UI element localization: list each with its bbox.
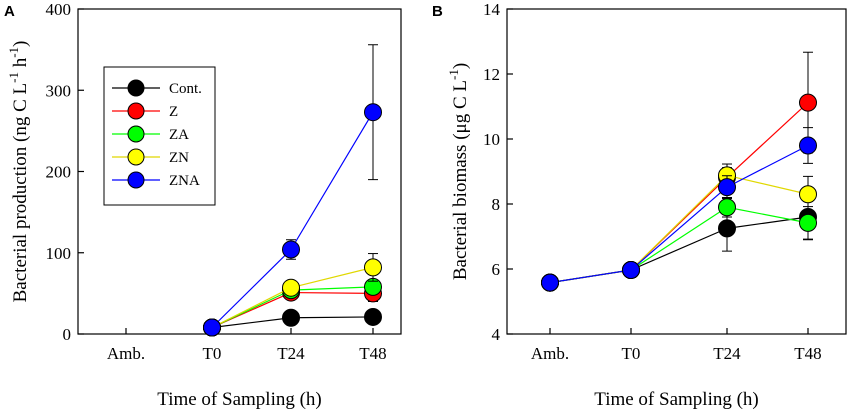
panel-b-series-zna-segment [726, 144, 809, 188]
legend-marker-z [127, 102, 145, 120]
panel-a-xaxis-title: Time of Sampling (h) [157, 389, 322, 410]
panel-a-series-zna-segment [211, 249, 292, 328]
panel-a-xtick-label-t0: T0 [203, 344, 222, 363]
panel-b-ytick-label-12: 12 [483, 65, 500, 84]
superscript: -1 [6, 72, 21, 83]
panel-b-xaxis-title: Time of Sampling (h) [594, 389, 759, 410]
panel-b-series-zn-segment [726, 174, 809, 195]
panel-b-yaxis-title: Bacterial biomass (μg C L-1) [446, 63, 471, 280]
panel-a-series-zna-point-t0 [203, 318, 221, 337]
legend-marker-zn [127, 148, 145, 166]
panel-a-series-cont-point-t48 [364, 307, 382, 326]
panel-b-series-zna-point-t0 [622, 260, 640, 279]
panel-a-series-zn-segment [211, 287, 292, 329]
panel-b: B 4 6 8 10 12 14 Amb. T0 T24 T48 Time of Sampling (… [432, 0, 847, 410]
panel-b-series-zna-point-t48 [799, 136, 817, 155]
panel-b-series-zna-segment [630, 186, 728, 271]
panel-a-yaxis-title: Bacterial production (ng C L-1 h-1) [6, 41, 31, 303]
legend-marker-cont [127, 79, 145, 97]
panel-a-series-cont-segment [211, 317, 292, 329]
panel-b-series-za-point-t24 [718, 198, 736, 217]
panel-b-xtick-label-t0: T0 [622, 344, 641, 363]
panel-b-series-zna-point-amb [541, 273, 559, 292]
legend-marker-za [127, 125, 145, 143]
panel-b-series-zn-segment [630, 174, 728, 271]
panel-b-letter: B [432, 3, 443, 20]
panel-b-series-zna-point-t24 [718, 178, 736, 197]
panel-b-series-cont-segment [726, 216, 809, 229]
panel-b-series-cont [541, 193, 817, 292]
superscript: -1 [6, 47, 21, 58]
panel-b-ytick-label-10: 10 [483, 130, 500, 149]
panel-b-series-zna [541, 127, 817, 292]
legend-label-zn: ZN [169, 150, 189, 166]
panel-b-ytick-label-14: 14 [483, 0, 501, 19]
legend-label-cont: Cont. [169, 81, 202, 97]
panel-a-ytick-label-200: 200 [46, 163, 72, 182]
panel-a-xtick-label-amb: Amb. [107, 344, 145, 363]
panel-a-series-zna-point-t24 [282, 240, 300, 259]
panel-b-ytick-label-4: 4 [492, 325, 501, 344]
panel-b-xtick-label-t24: T24 [713, 344, 741, 363]
panel-a-series-zn-point-t24 [282, 278, 300, 297]
panel-a-ytick-label-400: 400 [46, 0, 72, 19]
panel-a-series-cont [203, 307, 382, 337]
panel-b-xtick-label-amb: Amb. [531, 344, 569, 363]
panel-b-ytick-label-8: 8 [492, 195, 501, 214]
label-part: ) [450, 63, 471, 69]
panel-a-series-zn-point-t48 [364, 258, 382, 277]
panel-b-ytick-label-6: 6 [492, 260, 501, 279]
panel-b-series-za-segment [630, 206, 728, 271]
panel-b-plot-frame [506, 8, 847, 335]
label-part: Bacterial biomass (μg C L [450, 80, 471, 280]
legend-box [103, 66, 216, 206]
panel-b-series-z-segment [726, 102, 809, 178]
superscript: -1 [446, 69, 461, 80]
panel-b-series-zn [541, 163, 817, 292]
legend-label-z: Z [169, 104, 178, 120]
panel-a-legend: Cont. Z ZA ZN ZNA [103, 66, 216, 206]
panel-a-series-cont-point-t24 [282, 308, 300, 327]
panel-b-series-za-point-t48 [799, 213, 817, 232]
panel-b-series-zn-point-t48 [799, 185, 817, 204]
panel-a: A 0 100 200 300 400 Amb. T0 T24 T48 Time of Sampli… [4, 0, 402, 410]
panel-a-series-zna-segment [290, 111, 374, 250]
panel-b-series-z [541, 51, 817, 292]
panel-b-series-zna-segment [549, 269, 632, 284]
panel-b-series-z-point-t48 [799, 93, 817, 112]
panel-b-series-za-segment [726, 206, 809, 224]
panel-a-letter: A [4, 3, 15, 20]
panel-a-series-zn-segment [290, 266, 374, 289]
panel-b-series-cont-segment [630, 227, 728, 271]
label-part: ) [10, 41, 31, 47]
panel-a-ytick-label-0: 0 [63, 325, 72, 344]
panel-a-ytick-label-300: 300 [46, 81, 72, 100]
panel-b-series-cont-point-t24 [718, 219, 736, 238]
panel-b-xtick-label-t48: T48 [794, 344, 821, 363]
panel-a-ytick-label-100: 100 [46, 244, 72, 263]
panel-a-xtick-label-t48: T48 [359, 344, 386, 363]
panel-a-series-zna-point-t48 [364, 103, 382, 122]
panel-a-series-za-segment [290, 286, 374, 291]
panel-a-series-cont-segment [290, 316, 374, 319]
panel-a-xtick-label-t24: T24 [277, 344, 305, 363]
panel-a-series-z-segment [290, 291, 374, 294]
label-part: Bacterial production (ng C L [10, 83, 31, 303]
legend-label-zna: ZNA [169, 173, 200, 189]
label-part: h [10, 57, 31, 72]
legend-marker-zna [127, 171, 145, 189]
panel-a-series-zna [203, 44, 382, 337]
legend-label-za: ZA [169, 127, 189, 143]
